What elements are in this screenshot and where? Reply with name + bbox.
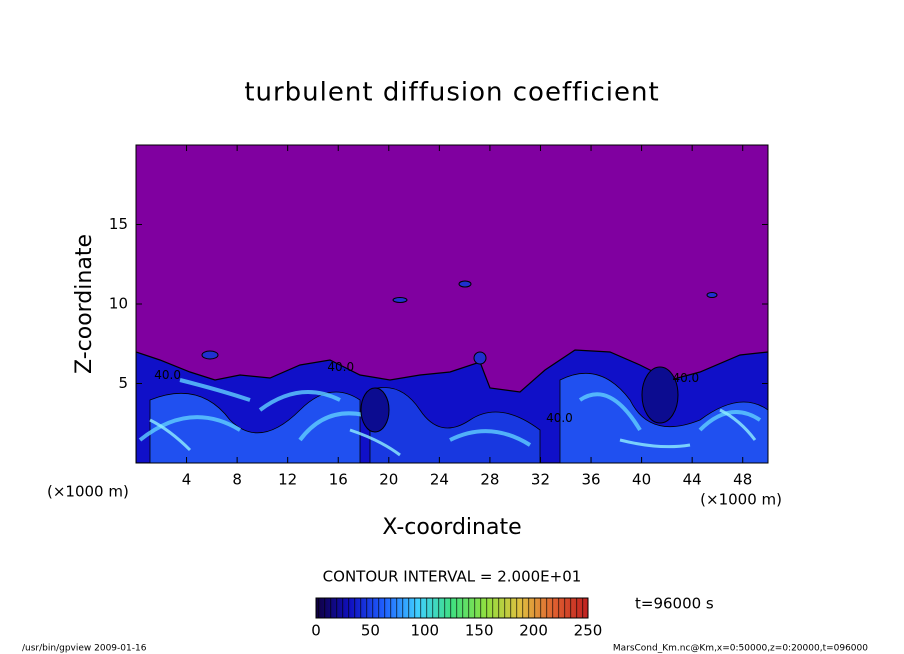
x-axis-label: X-coordinate [382,515,521,540]
x-tick-label: 48 [733,471,752,489]
contour-interval: CONTOUR INTERVAL = 2.000E+01 [323,568,582,586]
x-tick-label: 36 [581,471,600,489]
colorbar-tick-label: 150 [465,622,494,640]
x-tick-label: 16 [329,471,348,489]
contour-label: 40.0 [327,360,354,374]
chart-title: turbulent diffusion coefficient [244,78,659,108]
y-tick-label: 15 [109,215,128,233]
time-label: t=96000 s [635,595,714,613]
colorbar-stripes [316,598,588,618]
y-tick-label: 10 [109,295,128,313]
colorbar-frame [315,597,589,619]
x-unit-right: (×1000 m) [700,491,782,509]
colorbar-tick-label: 50 [361,622,380,640]
x-tick-label: 20 [379,471,398,489]
x-tick-label: 28 [480,471,499,489]
x-tick-label: 4 [182,471,192,489]
x-tick-label: 32 [531,471,550,489]
x-unit-left: (×1000 m) [47,483,129,501]
x-tick-label: 12 [278,471,297,489]
colorbar-tick-label: 250 [574,622,603,640]
colorbar-tick-label: 0 [311,622,321,640]
x-tick-label: 44 [683,471,702,489]
footer-left: /usr/bin/gpview 2009-01-16 [22,644,147,654]
y-axis-label: Z-coordinate [72,234,97,374]
contour-label: 40.0 [672,371,699,385]
turbulent-field [136,280,768,463]
contour-label: 40.0 [154,368,181,382]
colorbar-tick-label: 100 [410,622,439,640]
colorbar-tick-label: 200 [519,622,548,640]
x-tick-label: 40 [632,471,651,489]
x-tick-label: 24 [430,471,449,489]
contour-label: 40.0 [546,411,573,425]
x-tick-label: 8 [232,471,242,489]
footer-right: MarsCond_Km.nc@Km,x=0:50000,z=0:20000,t=… [613,644,868,654]
y-tick-label: 5 [118,374,128,392]
